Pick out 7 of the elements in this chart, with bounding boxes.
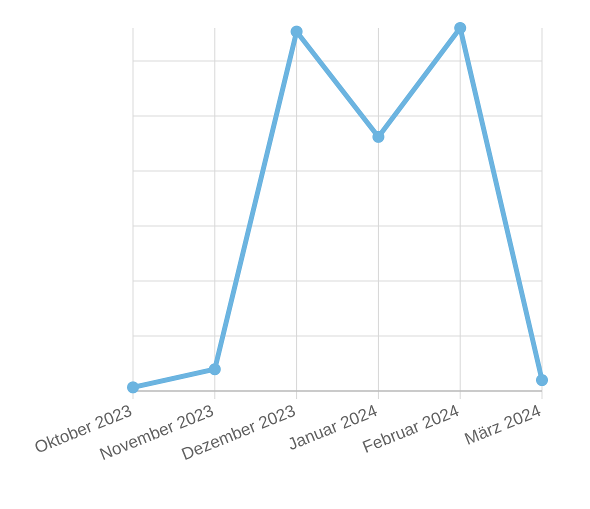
- point: [536, 374, 548, 386]
- point: [290, 26, 303, 38]
- point: [208, 363, 221, 376]
- point: [454, 22, 466, 34]
- point: [127, 381, 139, 394]
- point: [372, 130, 384, 143]
- x-tick-label: März 2024: [462, 401, 544, 449]
